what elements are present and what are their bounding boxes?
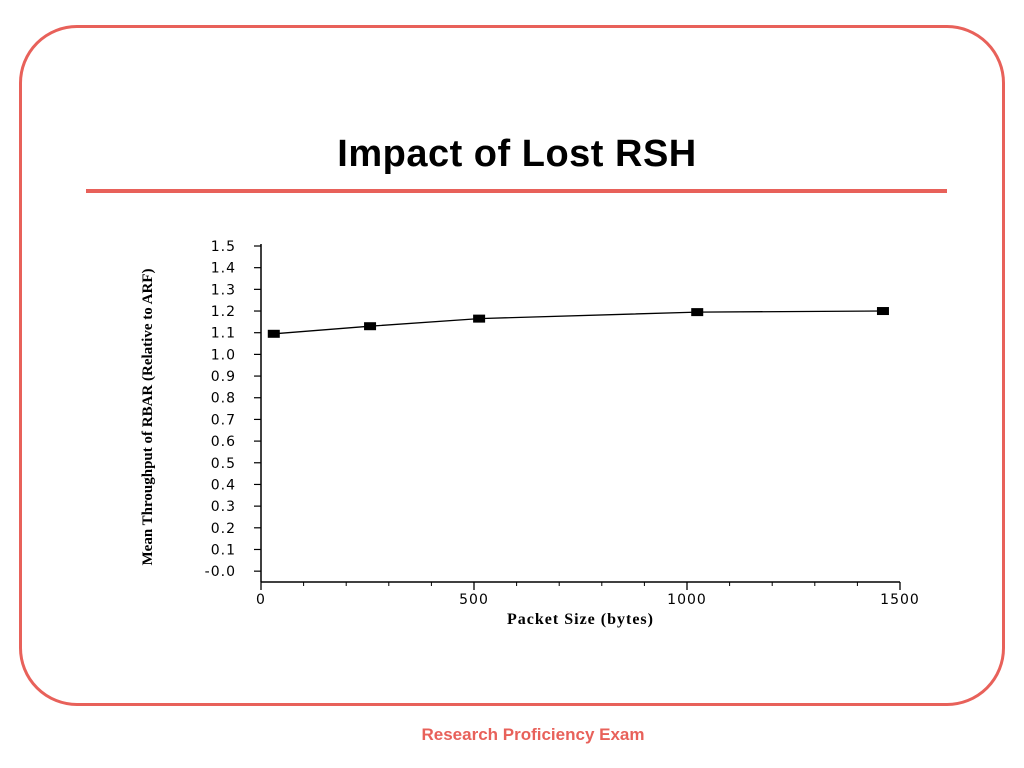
y-tick-label: 1.1 [211, 326, 236, 342]
y-tick-label: 0.5 [211, 456, 236, 472]
title-divider [86, 189, 947, 193]
y-tick-label: 0.9 [211, 369, 236, 385]
slide-frame [19, 25, 1005, 706]
slide-title: Impact of Lost RSH [337, 133, 697, 175]
x-axis-title: Packet Size (bytes) [507, 611, 654, 628]
y-tick-label: 1.0 [211, 347, 236, 363]
x-tick-label: 500 [459, 592, 489, 608]
y-tick-label: 0.2 [211, 521, 236, 537]
x-tick-label: 0 [256, 592, 266, 608]
y-axis: 1.5 1.4 1.3 1.2 1.1 1.0 0.9 0.8 0.7 0.6 0.5 0.4 0.3 0… [205, 239, 262, 582]
y-tick-label: 0.3 [211, 499, 236, 515]
data-point-marker [267, 329, 280, 338]
x-tick-label: 1000 [667, 592, 707, 608]
y-tick-label: -0.0 [205, 564, 236, 580]
y-tick-label: 0.7 [211, 412, 236, 428]
y-tick-label: 1.3 [211, 282, 236, 298]
y-tick-label: 0.4 [211, 477, 236, 493]
y-axis-title: Mean Throughput of RBAR (Relative to ARF… [140, 269, 156, 566]
y-tick-label: 1.5 [211, 239, 236, 255]
series-lines [267, 307, 889, 338]
footer-text: Research Proficiency Exam [421, 725, 645, 744]
y-tick-label: 1.2 [211, 304, 236, 320]
data-point-marker [364, 322, 377, 331]
data-point-marker [691, 308, 704, 317]
y-tick-label: 0.6 [211, 434, 236, 450]
y-tick-label: 1.4 [211, 261, 236, 277]
y-tick-label: 0.8 [211, 391, 236, 407]
x-axis: 0 500 1000 1500 [256, 581, 920, 608]
y-tick-label: 0.1 [211, 542, 236, 558]
data-point-marker [473, 314, 486, 323]
x-tick-label: 1500 [880, 592, 920, 608]
data-point-marker [876, 307, 889, 316]
